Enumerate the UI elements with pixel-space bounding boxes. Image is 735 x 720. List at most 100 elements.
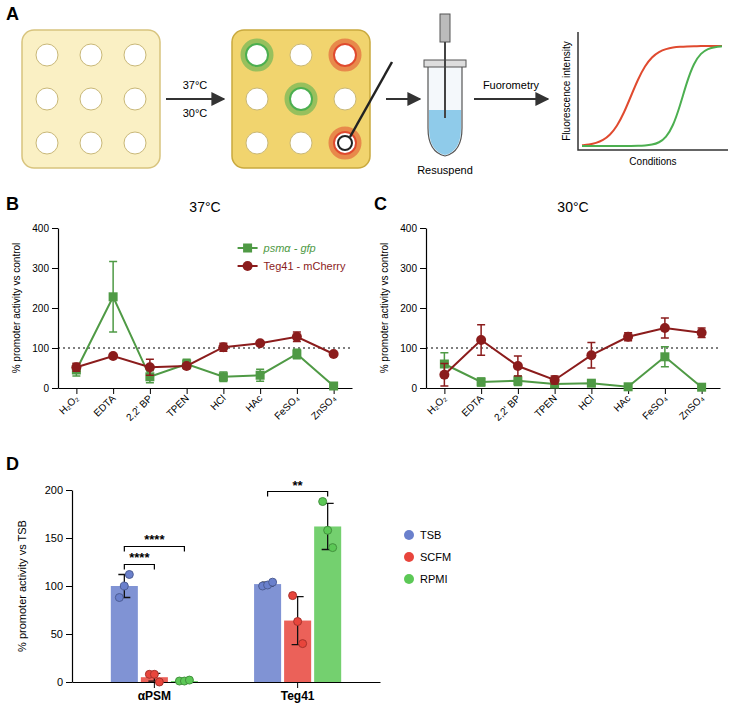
x-tick-label: H₂O₂	[57, 393, 81, 417]
x-axis-line	[427, 388, 721, 389]
well	[36, 44, 58, 66]
data-point	[71, 362, 81, 372]
schematic-axes	[578, 32, 728, 150]
temperature-label: 30°C	[183, 107, 208, 119]
temperature-label: 37°C	[183, 79, 208, 91]
error-bar	[661, 318, 669, 338]
data-point	[660, 323, 670, 333]
data-point	[182, 361, 192, 371]
schematic-axis-title: Fluorescence intensity	[561, 41, 572, 141]
data-point	[586, 350, 596, 360]
y-tick-label: 0	[411, 383, 417, 394]
x-tick-label: ZnSO₄	[677, 393, 706, 422]
data-point	[513, 376, 522, 385]
well	[334, 132, 356, 154]
x-tick-label: ZnSO₄	[309, 393, 338, 422]
x-tick: HCl	[208, 388, 228, 412]
replicate-point	[324, 526, 332, 534]
replicate-point	[299, 640, 307, 648]
replicate-point	[185, 676, 193, 684]
well	[80, 44, 102, 66]
data-point	[476, 335, 486, 345]
x-tick-mark	[444, 388, 445, 394]
legend-marker	[243, 261, 253, 271]
x-tick: H₂O₂	[425, 388, 449, 416]
y-tick: 50	[51, 628, 72, 640]
plot-area	[111, 498, 341, 686]
y-axis-title: % promoter activity vs TSB	[16, 520, 28, 652]
y-tick-mark	[66, 538, 72, 539]
replicate-point	[125, 570, 133, 578]
y-axis: 050100150200	[45, 484, 73, 688]
x-tick-mark	[481, 388, 482, 394]
x-tick: ZnSO₄	[309, 388, 338, 422]
data-point	[697, 328, 707, 338]
y-tick-label: 150	[45, 532, 63, 544]
x-tick: TPEN	[532, 388, 559, 419]
x-tick: HAc	[611, 388, 632, 414]
plate	[22, 30, 160, 168]
x-tick: EDTA	[459, 388, 485, 419]
y-axis: 0100200300400	[32, 223, 58, 394]
panel-b: B37°C% promoter activity vs control01002…	[6, 194, 353, 423]
error-bar	[293, 349, 301, 359]
data-point	[218, 342, 228, 352]
x-tick-label: FeSO₄	[640, 393, 669, 422]
y-tick-label: 200	[45, 484, 63, 496]
error-bar	[440, 364, 448, 386]
y-axis-line	[58, 229, 59, 389]
y-axis-title: % promoter activity vs control	[11, 243, 22, 374]
x-tick: HAc	[243, 388, 264, 414]
error-bar	[146, 359, 154, 375]
data-point	[108, 351, 118, 361]
legend-label: psmα - gfp	[263, 242, 316, 254]
schematic-curve-green	[582, 46, 722, 146]
data-point	[145, 362, 155, 372]
x-tick-mark	[297, 682, 298, 688]
bar	[254, 584, 281, 682]
x-tick: HCl	[576, 388, 596, 412]
plate-grown	[232, 30, 370, 168]
panel-letter: C	[374, 194, 387, 214]
y-tick-label: 300	[400, 263, 417, 274]
arrow-fluorometry	[474, 98, 548, 100]
well	[290, 132, 312, 154]
data-point	[624, 382, 633, 391]
data-point	[587, 379, 596, 388]
legend-label: TSB	[420, 529, 441, 541]
y-tick: 100	[32, 343, 58, 354]
well	[80, 132, 102, 154]
y-tick-label: 0	[43, 383, 49, 394]
x-tick-mark	[591, 388, 592, 394]
well-glow	[331, 129, 359, 157]
well-glow	[243, 41, 271, 69]
y-tick: 0	[57, 676, 72, 688]
y-tick-mark	[52, 348, 58, 349]
x-tick-label: TPEN	[532, 393, 559, 420]
well	[290, 88, 312, 110]
x-tick-label: 2,2' BP	[492, 392, 523, 423]
well	[80, 88, 102, 110]
x-tick-label: HCl	[576, 393, 596, 413]
y-tick-mark	[420, 388, 426, 389]
x-tick-label: αPSM	[138, 689, 171, 703]
data-point	[219, 372, 228, 381]
legend: TSBSCFMRPMI	[404, 529, 451, 585]
replicate-point	[120, 582, 128, 590]
y-tick-mark	[420, 348, 426, 349]
y-tick-label: 100	[400, 343, 417, 354]
y-tick-label: 200	[32, 303, 49, 314]
figure: A37°C30°CResuspendFuorometryFluorescence…	[0, 0, 735, 720]
well	[290, 44, 312, 66]
data-point	[660, 352, 669, 361]
y-tick-label: 100	[32, 343, 49, 354]
error-bar	[477, 325, 485, 355]
error-bar	[322, 503, 334, 549]
x-tick-label: HAc	[611, 393, 632, 414]
x-tick-label: TPEN	[164, 393, 191, 420]
panel-c: C30°C% promoter activity vs control01002…	[374, 194, 721, 423]
y-tick-mark	[52, 268, 58, 269]
error-bar	[256, 369, 264, 381]
panel-a: A37°C30°CResuspendFuorometryFluorescence…	[6, 4, 728, 176]
x-tick: 2,2' BP	[124, 388, 155, 423]
